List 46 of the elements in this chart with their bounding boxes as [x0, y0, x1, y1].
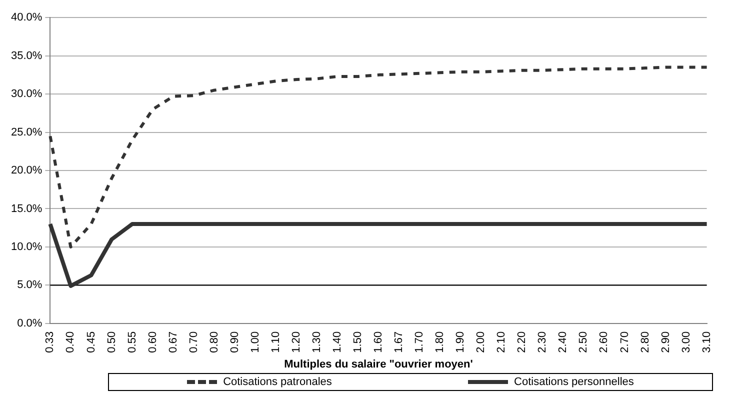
y-tick-label: 30.0% [10, 88, 42, 100]
x-tick-label: 2.10 [496, 331, 508, 353]
y-tick-label: 25.0% [10, 126, 42, 138]
x-tick-label: 2.60 [598, 331, 610, 353]
legend-label: Cotisations patronales [223, 376, 332, 388]
y-tick-label: 20.0% [10, 164, 42, 177]
x-tick-label: 1.40 [331, 331, 344, 353]
x-tick-label: 0.55 [126, 331, 138, 353]
legend-label: Cotisations personnelles [514, 376, 634, 388]
x-tick-label: 1.60 [372, 331, 385, 353]
x-tick-label: 1.90 [454, 331, 467, 353]
y-tick-label: 5.0% [17, 279, 42, 292]
x-tick-label: 2.40 [557, 331, 570, 353]
x-tick-label: 1.50 [352, 331, 364, 353]
y-tick-label: 40.0% [10, 12, 42, 24]
x-tick-label: 0.40 [64, 331, 77, 353]
x-tick-label: 0.33 [44, 331, 56, 353]
x-tick-label: 2.30 [536, 331, 549, 353]
x-tick-label: 0.50 [106, 331, 118, 353]
x-tick-label: 3.00 [680, 331, 692, 353]
x-tick-label: 2.50 [578, 331, 590, 353]
line-series [48, 66, 708, 248]
x-tick-label: 1.67 [393, 331, 406, 353]
x-tick-label: 1.30 [310, 331, 323, 353]
x-tick-label: 0.70 [188, 331, 200, 353]
x-tick-label: 3.10 [700, 331, 713, 353]
x-tick-label: 1.70 [414, 331, 426, 353]
y-tick-label: 10.0% [10, 240, 42, 253]
y-tick-label: 35.0% [10, 50, 42, 62]
x-tick-label: 1.20 [290, 331, 302, 353]
x-tick-label: 0.45 [85, 331, 98, 353]
x-tick-label: 0.90 [228, 331, 241, 353]
x-axis-title: Multiples du salaire "ouvrier moyen' [284, 358, 474, 370]
x-tick-label: 2.80 [639, 331, 652, 353]
y-tick-label: 15.0% [10, 202, 42, 215]
x-tick-label: 2.00 [475, 331, 488, 353]
x-tick-label: 2.20 [516, 331, 528, 353]
x-tick-label: 0.67 [167, 331, 180, 353]
x-tick-label: 0.80 [208, 331, 220, 353]
x-tick-label: 2.90 [660, 331, 672, 353]
x-tick-label: 2.70 [618, 331, 631, 353]
x-tick-label: 0.60 [146, 331, 159, 353]
x-tick-label: 1.80 [434, 331, 446, 353]
x-tick-label: 1.00 [249, 331, 262, 353]
x-tick-label: 1.10 [270, 331, 282, 353]
y-tick-label: 0.0% [17, 317, 42, 330]
